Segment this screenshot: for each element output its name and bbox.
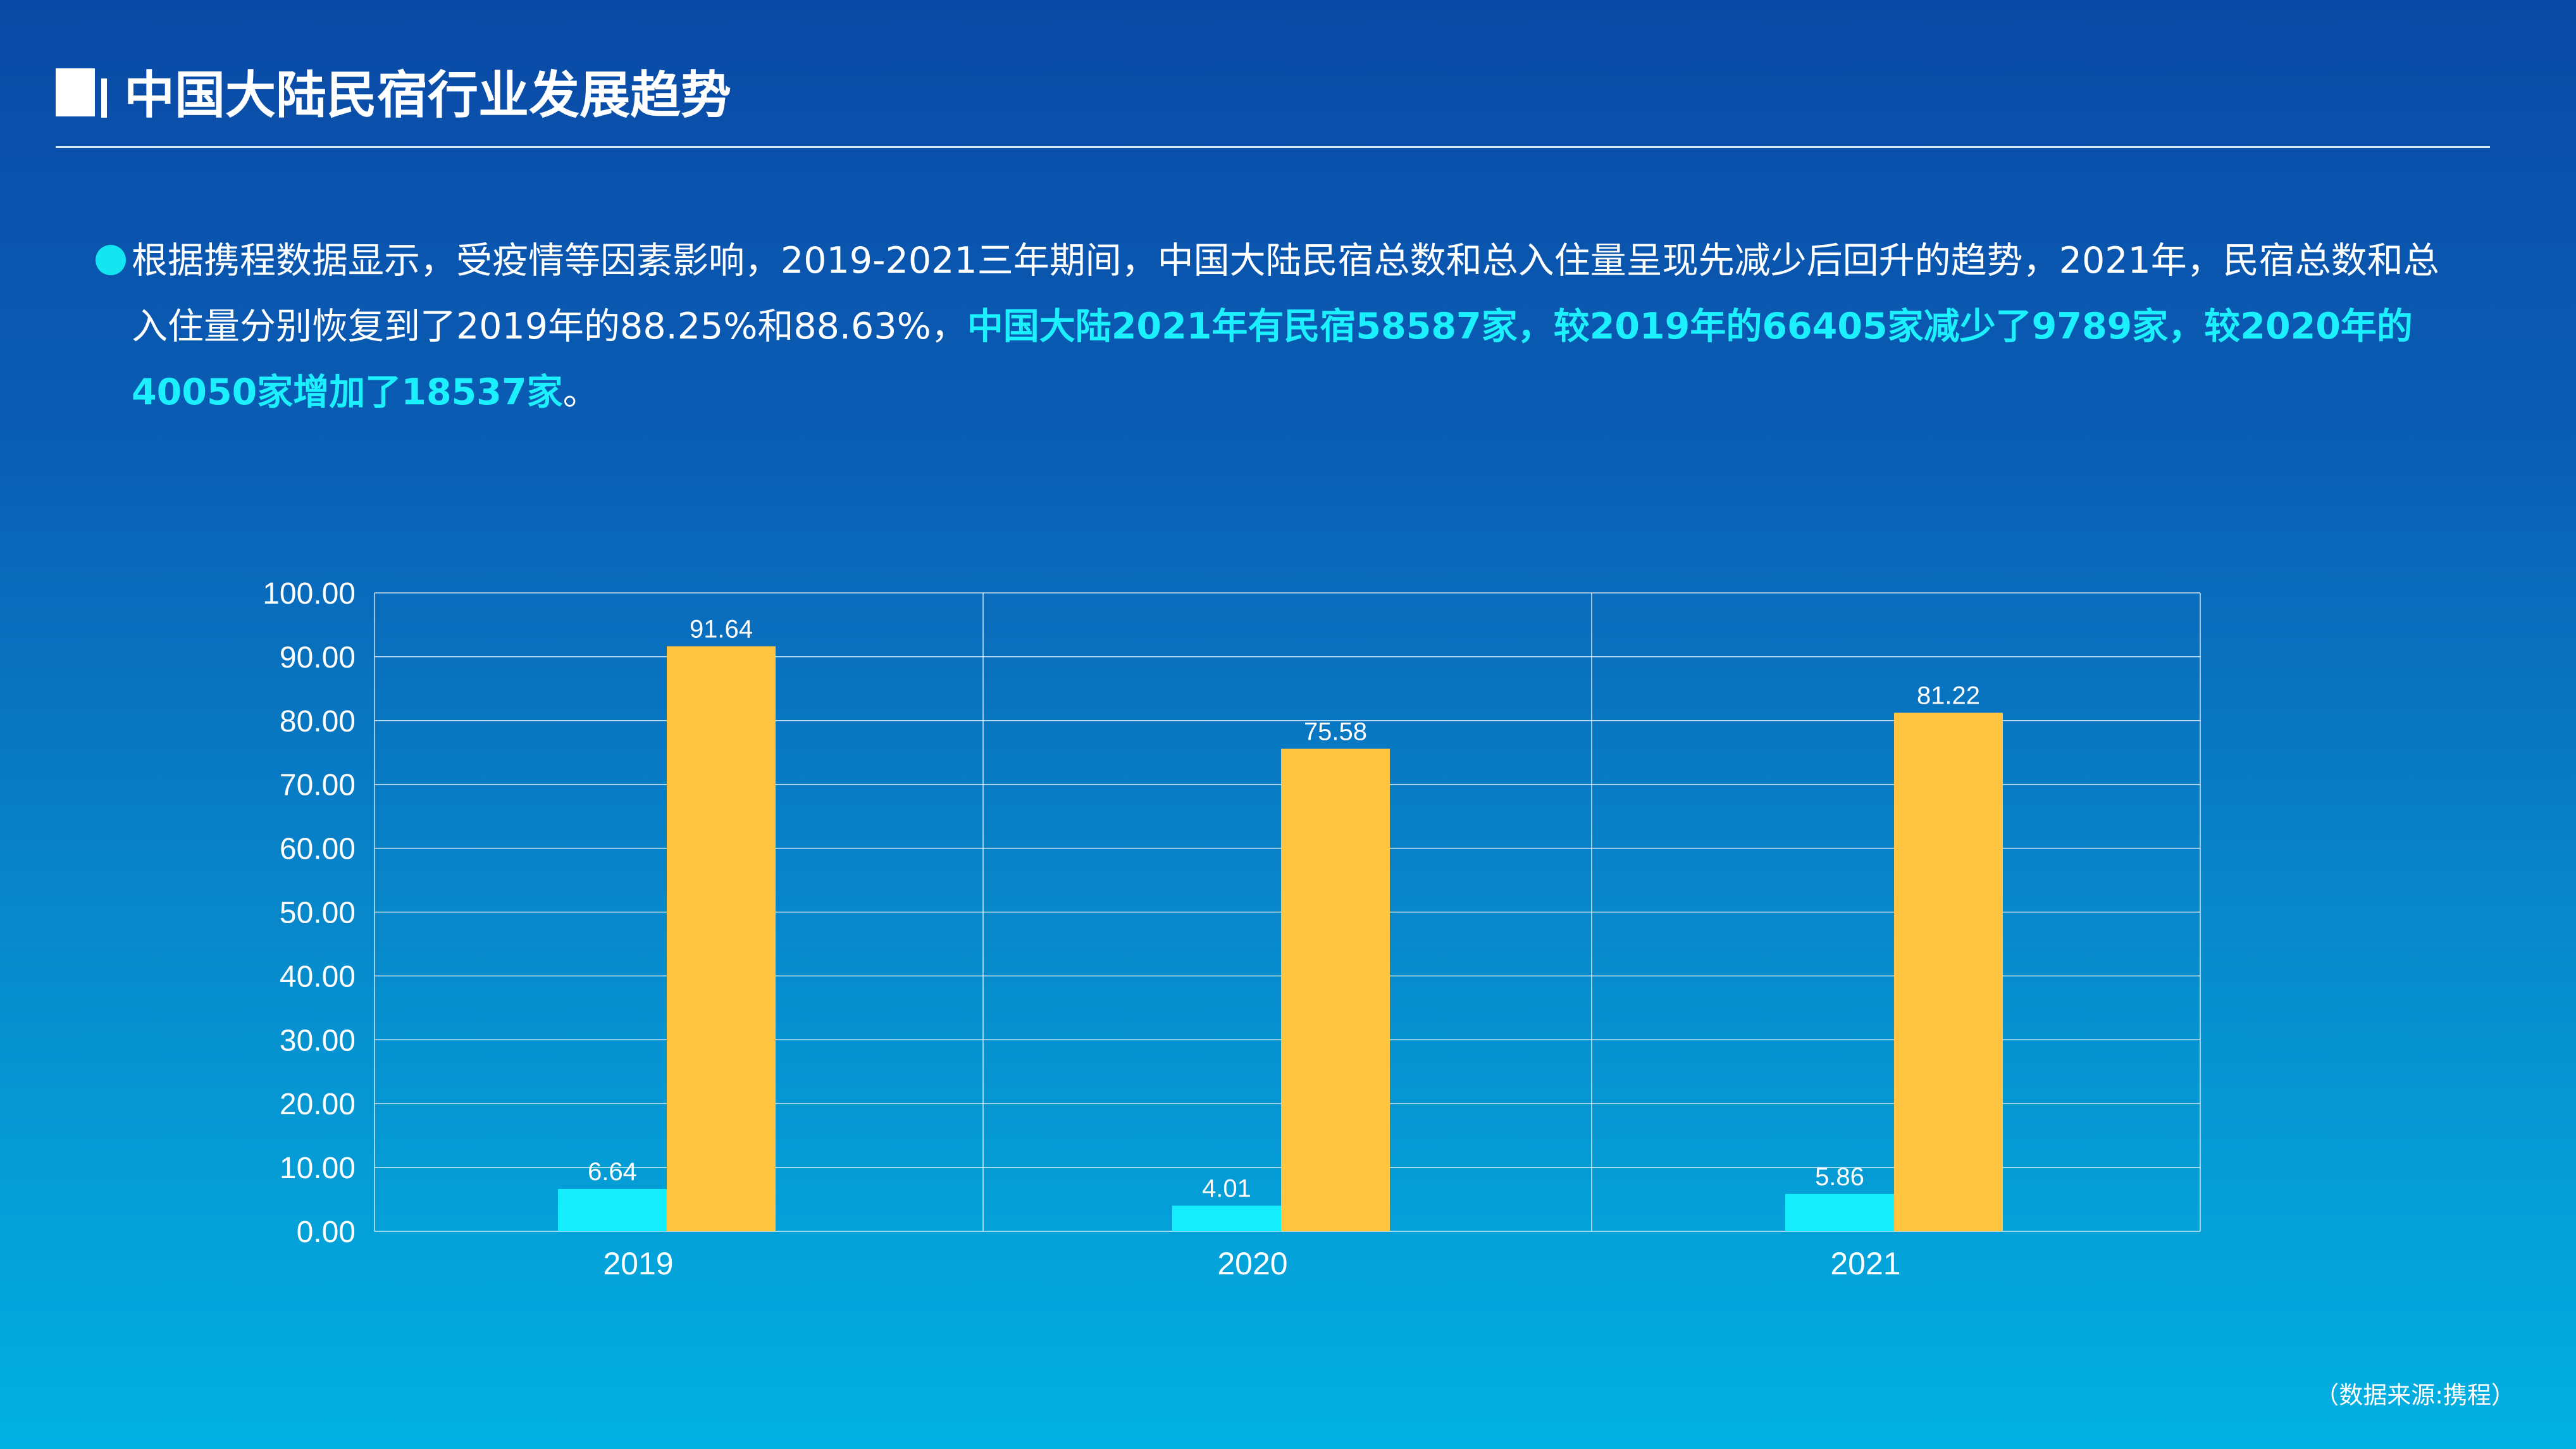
page-title: 中国大陆民宿行业发展趋势	[124, 66, 731, 125]
x-tick-label: 2020	[1217, 1246, 1287, 1281]
data-label: 91.64	[690, 615, 753, 643]
y-tick-label: 20.00	[280, 1088, 356, 1121]
description-normal-text: 根据携程数据显示，受疫情等因素影响，2019-2021三年期间，中国大陆民宿总数…	[132, 240, 2439, 347]
y-tick-label: 40.00	[280, 960, 356, 993]
source-note: （数据来源:携程）	[2315, 1381, 2515, 1409]
bar	[1281, 749, 1390, 1231]
y-tick-label: 90.00	[280, 641, 356, 675]
description-highlight-text: 中国大陆2021年有民宿58587家，较2019年的66405家减少了9789家…	[132, 306, 2413, 413]
title-divider	[56, 146, 2490, 148]
y-tick-label: 70.00	[280, 769, 356, 802]
bar	[1894, 712, 2003, 1231]
data-label: 5.86	[1815, 1163, 1864, 1191]
title-bar-icon	[101, 78, 107, 118]
y-tick-label: 10.00	[280, 1152, 356, 1185]
bar	[1785, 1193, 1894, 1231]
data-label: 81.22	[1917, 681, 1980, 709]
bar	[1172, 1205, 1281, 1231]
data-label: 6.64	[588, 1158, 637, 1186]
bullet-dot-icon	[96, 245, 126, 275]
y-tick-label: 60.00	[280, 833, 356, 866]
y-tick-label: 30.00	[280, 1024, 356, 1057]
data-label: 4.01	[1202, 1175, 1251, 1203]
data-label: 75.58	[1304, 718, 1367, 745]
y-tick-label: 100.00	[263, 577, 356, 611]
y-tick-label: 0.00	[297, 1216, 356, 1249]
title-square-icon	[56, 68, 95, 116]
bar	[667, 646, 776, 1231]
description-paragraph: 根据携程数据显示，受疫情等因素影响，2019-2021三年期间，中国大陆民宿总数…	[132, 228, 2460, 425]
x-tick-label: 2019	[603, 1246, 673, 1281]
y-tick-label: 50.00	[280, 897, 356, 930]
description-end-text: 。	[562, 371, 599, 413]
x-tick-label: 2021	[1830, 1246, 1900, 1281]
bar	[558, 1189, 667, 1231]
y-tick-label: 80.00	[280, 705, 356, 738]
